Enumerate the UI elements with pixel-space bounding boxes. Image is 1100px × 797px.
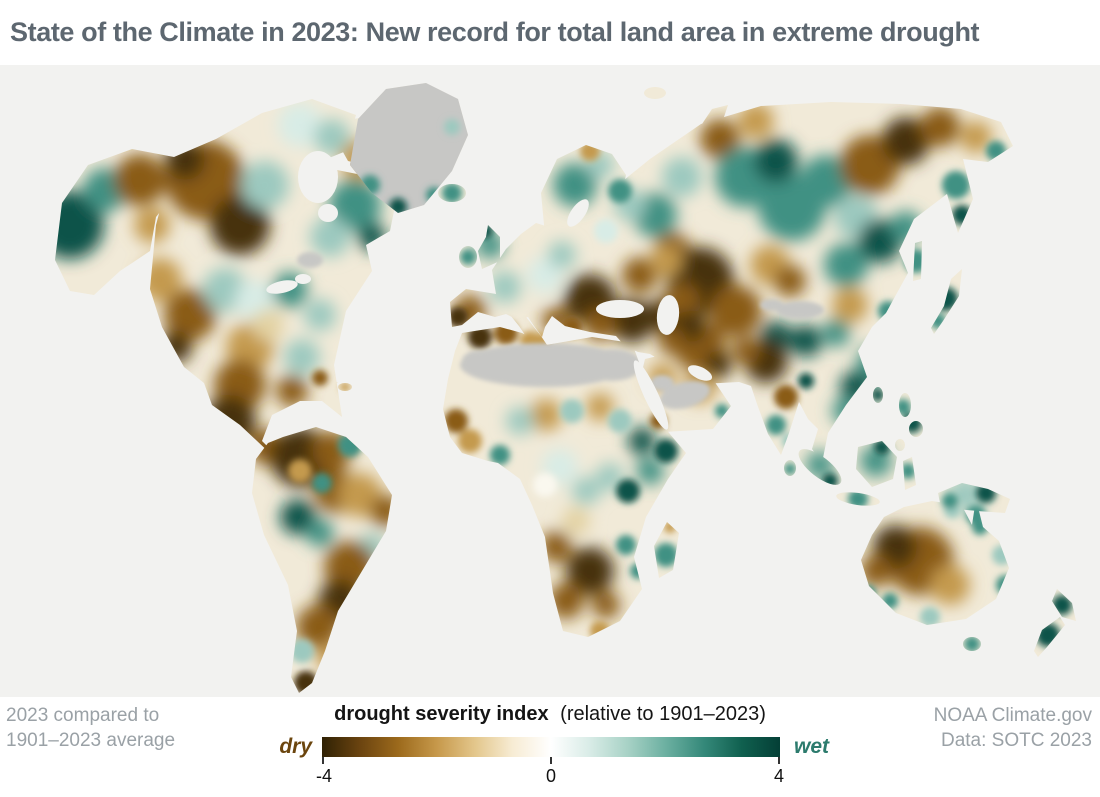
drought-map-svg xyxy=(0,65,1100,697)
dry-label: dry xyxy=(279,735,312,758)
title-bar: State of the Climate in 2023: New record… xyxy=(0,0,1100,65)
no-data-regions xyxy=(297,252,824,410)
colorbar-label-mid: 0 xyxy=(545,766,557,786)
colorbar xyxy=(322,737,780,757)
colorbar-tick-mid xyxy=(550,757,552,764)
page-title: State of the Climate in 2023: New record… xyxy=(10,17,980,47)
wet-label: wet xyxy=(794,735,830,758)
source-note: NOAA Climate.gov Data: SOTC 2023 xyxy=(934,703,1092,753)
comparison-note-line1: 2023 compared to xyxy=(6,705,160,726)
legend-title-sub: (relative to 1901–2023) xyxy=(560,703,766,725)
comparison-note-line2: 1901–2023 average xyxy=(6,730,176,751)
source-note-line1: NOAA Climate.gov xyxy=(933,705,1092,726)
legend-footer: 2023 compared to 1901–2023 average droug… xyxy=(0,697,1100,797)
colorbar-label-min: -4 xyxy=(315,766,333,786)
world-drought-map xyxy=(0,65,1100,697)
comparison-note: 2023 compared to 1901–2023 average xyxy=(6,703,175,753)
legend-title: drought severity index (relative to 1901… xyxy=(0,703,1100,726)
water-bodies xyxy=(266,151,713,430)
source-note-line2: Data: SOTC 2023 xyxy=(940,730,1092,751)
colorbar-label-max: 4 xyxy=(773,766,785,786)
colorbar-tick-min xyxy=(322,757,324,764)
colorbar-tick-max xyxy=(778,757,780,764)
legend-title-main: drought severity index xyxy=(334,703,549,725)
